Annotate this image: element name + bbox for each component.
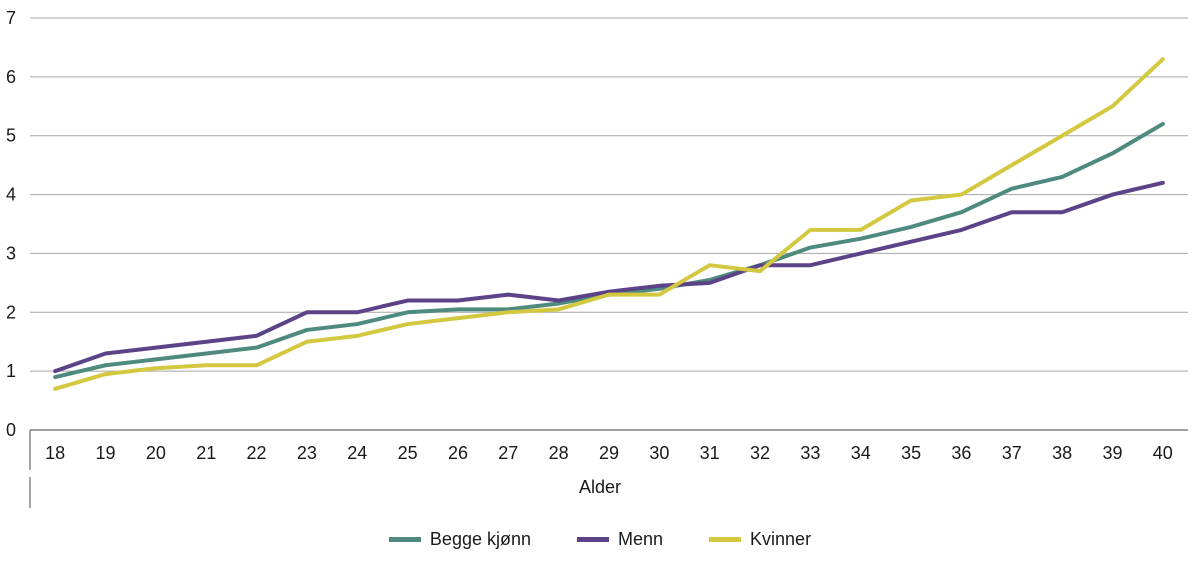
x-axis-tick-label: 28 [549,443,569,463]
y-axis-tick-label: 1 [6,361,16,381]
y-axis-tick-label: 6 [6,67,16,87]
y-axis-tick-label: 7 [6,8,16,28]
x-axis-tick-label: 23 [297,443,317,463]
x-axis-tick-label: 19 [96,443,116,463]
legend-swatch [577,537,609,542]
x-axis-tick-label: 33 [800,443,820,463]
x-axis-tick-label: 27 [498,443,518,463]
legend-item: Kvinner [709,529,811,550]
chart-legend: Begge kjønn Menn Kvinner [0,529,1200,550]
legend-label: Menn [618,529,664,549]
x-axis-tick-label: 18 [45,443,65,463]
x-axis-tick-label: 25 [398,443,418,463]
series-line-menn [53,180,1165,374]
legend-label: Kvinner [750,529,812,549]
x-axis-tick-label: 36 [951,443,971,463]
x-axis-tick-label: 32 [750,443,770,463]
x-axis-tick-label: 24 [347,443,367,463]
x-axis-tick-label: 30 [649,443,669,463]
x-axis-tick-label: 21 [196,443,216,463]
y-axis-tick-label: 4 [6,185,16,205]
y-axis-tick-label: 0 [6,420,16,440]
x-axis-tick-label: 37 [1002,443,1022,463]
x-axis-tick-label: 22 [247,443,267,463]
x-axis-tick-label: 39 [1102,443,1122,463]
y-axis-tick-label: 2 [6,302,16,322]
x-axis-tick-label: 40 [1153,443,1173,463]
x-axis-tick-label: 20 [146,443,166,463]
legend-label: Begge kjønn [429,529,531,549]
legend-swatch [388,537,421,542]
x-axis-tick-label: 29 [599,443,619,463]
x-axis-tick-label: 34 [851,443,871,463]
x-axis-tick-label: 31 [700,443,720,463]
x-axis-tick-label: 26 [448,443,468,463]
series-line-kvinner [53,57,1165,391]
x-axis-title: Alder [578,477,622,497]
x-axis-tick-label: 35 [901,443,921,463]
x-axis-tick-label: 38 [1052,443,1072,463]
legend-item: Menn [577,529,663,550]
y-axis-tick-label: 5 [6,126,16,146]
y-axis-tick-label: 3 [6,243,16,263]
legend-swatch [709,537,742,542]
legend-item: Begge kjønn [388,529,531,550]
